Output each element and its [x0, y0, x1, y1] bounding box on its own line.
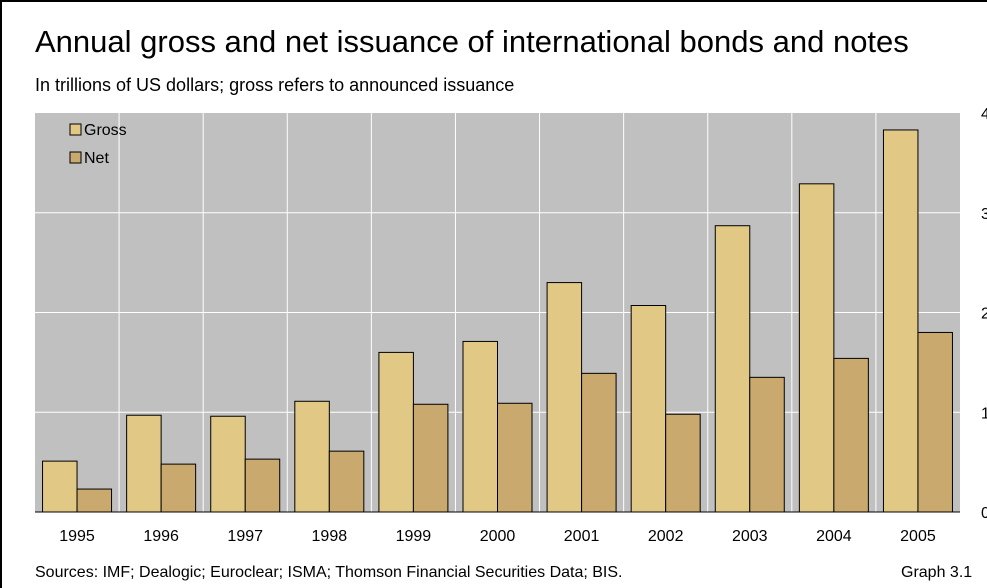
- chart-subtitle: In trillions of US dollars; gross refers…: [35, 75, 515, 95]
- bar-gross-2004: [798, 183, 835, 513]
- x-tick-label: 2004: [816, 528, 852, 545]
- x-tick-label: 1996: [143, 528, 179, 545]
- bar-gross-2003: [714, 225, 751, 513]
- x-tick-label: 2001: [564, 528, 600, 545]
- x-tick-label: 2003: [732, 528, 768, 545]
- bar-gross-1996: [126, 414, 162, 513]
- bar-gross-2000: [462, 340, 498, 513]
- bar-gross-1998: [294, 400, 330, 513]
- bar-net-2002: [665, 413, 701, 513]
- bar-net-2000: [497, 402, 533, 513]
- bar-net-2004: [833, 357, 869, 513]
- bar-net-2005: [917, 331, 953, 513]
- y-tick-label: 3: [981, 206, 987, 223]
- bar-gross-1997: [210, 415, 246, 513]
- x-tick-label: 2002: [648, 528, 684, 545]
- legend-label-gross: Gross: [84, 122, 127, 139]
- y-tick-label: 2: [981, 306, 987, 323]
- x-tick-label: 2000: [480, 528, 516, 545]
- x-tick-label: 1997: [227, 528, 263, 545]
- bar-net-1998: [328, 450, 365, 513]
- bar-net-2001: [581, 372, 617, 513]
- x-tick-label: 1999: [396, 528, 432, 545]
- y-tick-label: 1: [981, 405, 987, 422]
- x-tick-label: 2005: [900, 528, 936, 545]
- bar-net-1997: [244, 458, 281, 513]
- graph-number: Graph 3.1: [901, 564, 973, 581]
- bar-net-2003: [749, 376, 785, 513]
- legend-swatch-gross: [69, 123, 82, 136]
- bar-gross-2005: [882, 129, 919, 513]
- bar-net-1996: [160, 463, 197, 513]
- y-tick-label: 0: [981, 505, 987, 522]
- bar-net-1999: [412, 403, 449, 513]
- sources-note: Sources: IMF; Dealogic; Euroclear; ISMA;…: [35, 564, 623, 581]
- x-tick-label: 1998: [312, 528, 348, 545]
- bar-gross-1995: [42, 460, 78, 513]
- bar-gross-2002: [630, 305, 667, 513]
- bar-gross-2001: [546, 282, 583, 513]
- bar-gross-1999: [378, 351, 414, 513]
- legend-label-net: Net: [84, 150, 109, 167]
- bar-net-1995: [76, 488, 113, 513]
- x-tick-label: 1995: [59, 528, 95, 545]
- legend-swatch-net: [69, 151, 82, 164]
- y-tick-label: 4: [981, 106, 987, 123]
- chart-title: Annual gross and net issuance of interna…: [35, 24, 909, 59]
